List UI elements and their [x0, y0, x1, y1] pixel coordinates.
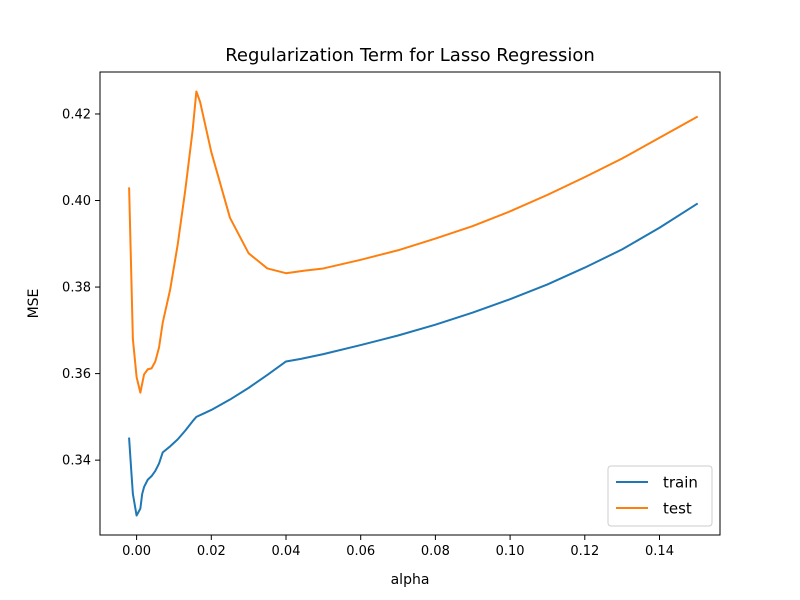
y-tick-label: 0.42 — [62, 107, 91, 122]
x-tick-label: 0.02 — [197, 544, 226, 559]
series-line-test — [128, 90, 699, 394]
legend: train test — [607, 465, 713, 527]
legend-label-train: train — [663, 474, 698, 492]
x-tick-label: 0.12 — [570, 544, 599, 559]
x-tick-label: 0.10 — [496, 544, 525, 559]
x-tick-label: 0.08 — [421, 544, 450, 559]
y-tick-label: 0.36 — [62, 367, 91, 382]
x-tick-label: 0.06 — [346, 544, 375, 559]
y-axis-label: MSE — [26, 289, 42, 319]
x-tick-label: 0.04 — [272, 544, 301, 559]
plot-frame — [99, 71, 721, 536]
y-tick-label: 0.38 — [62, 281, 91, 296]
legend-label-test: test — [663, 500, 692, 518]
plot-area — [128, 90, 699, 517]
x-axis-label: alpha — [391, 572, 430, 588]
x-tick-label: 0.00 — [122, 544, 151, 559]
chart-title: Regularization Term for Lasso Regression — [225, 45, 595, 66]
x-tick-label: 0.14 — [645, 544, 674, 559]
y-tick-label: 0.34 — [62, 454, 91, 469]
y-tick-label: 0.40 — [62, 194, 91, 209]
series-line-train — [128, 202, 699, 517]
axis-ticks: 0.00 0.02 0.04 0.06 0.08 0.10 0.12 0.14 0.34 0.36… — [62, 107, 674, 559]
